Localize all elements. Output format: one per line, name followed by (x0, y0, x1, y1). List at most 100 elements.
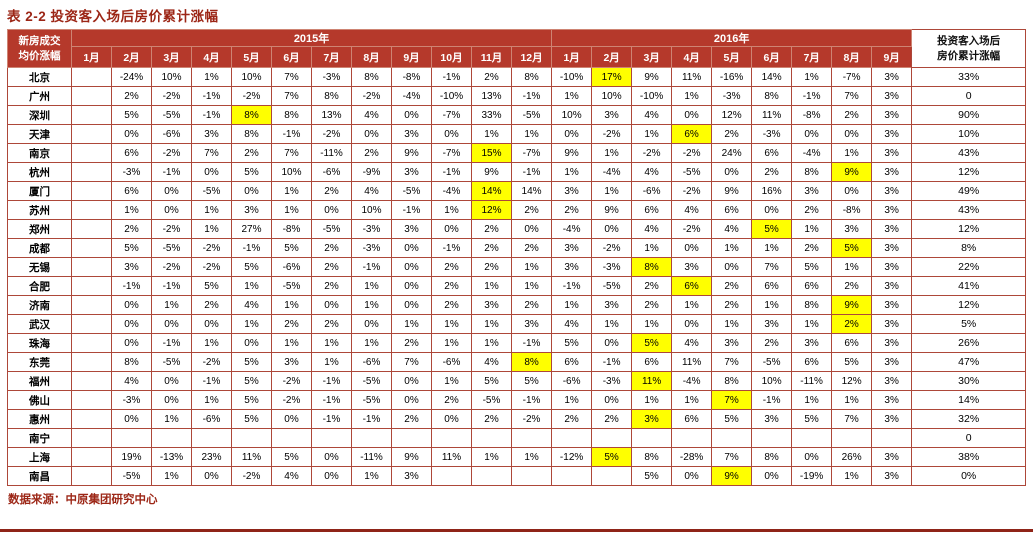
value-cell: 14% (510, 181, 553, 201)
value-cell: 5% (791, 257, 833, 277)
value-cell: 4% (471, 352, 512, 372)
value-cell: 2% (311, 257, 352, 277)
cumulative-cell: 33% (911, 67, 1027, 87)
value-cell: 2% (431, 257, 472, 277)
value-cell: -1% (151, 276, 192, 296)
month-header: 11月 (471, 46, 512, 68)
value-cell: 5% (271, 447, 312, 467)
city-name: 苏州 (7, 200, 72, 220)
cumulative-cell: 8% (911, 238, 1027, 258)
value-cell (311, 428, 352, 448)
value-cell: 0% (191, 162, 232, 182)
value-cell: 3% (871, 409, 913, 429)
value-cell: 4% (231, 295, 272, 315)
value-cell: 8% (271, 105, 312, 125)
value-cell: 2% (311, 276, 352, 296)
value-cell: 2% (791, 238, 833, 258)
value-cell (71, 105, 112, 125)
value-cell: 4% (111, 371, 152, 391)
value-cell: 1% (351, 333, 392, 353)
value-cell: -2% (271, 371, 312, 391)
value-cell: 4% (671, 333, 713, 353)
value-cell: 5% (231, 409, 272, 429)
value-cell: 1% (191, 219, 232, 239)
value-cell: -1% (351, 409, 392, 429)
value-cell: 0% (391, 390, 432, 410)
value-cell: 11% (671, 352, 713, 372)
value-cell: 5% (231, 162, 272, 182)
value-cell: 1% (831, 143, 873, 163)
value-cell: 1% (431, 333, 472, 353)
value-cell: -12% (551, 447, 593, 467)
value-cell: -1% (791, 86, 833, 106)
value-cell: 2% (591, 409, 633, 429)
month-header: 8月 (351, 46, 392, 68)
value-cell: 11% (431, 447, 472, 467)
table-row: 合肥 -1% -1% 5% 1% -5% 2% 1% 0% 2% 1% 1% -1% -5% 2% 6% 2% 6… (7, 276, 1027, 296)
value-cell: 2% (391, 409, 432, 429)
value-cell: 1% (791, 390, 833, 410)
value-cell: 0% (711, 257, 753, 277)
value-cell: 0% (111, 333, 152, 353)
month-header: 6月 (751, 46, 793, 68)
city-name: 郑州 (7, 219, 72, 239)
value-cell: -3% (591, 371, 633, 391)
value-cell: -1% (151, 162, 192, 182)
value-cell: 4% (351, 181, 392, 201)
value-cell: -4% (671, 371, 713, 391)
table-row: 东莞 8% -5% -2% 5% 3% 1% -6% 7% -6% 4% 8% 6% -1% 6% 11% 7%… (7, 352, 1027, 372)
value-cell: 0% (231, 333, 272, 353)
value-cell: 1% (151, 295, 192, 315)
value-cell: 7% (271, 86, 312, 106)
value-cell: 0% (551, 124, 593, 144)
value-cell (831, 428, 873, 448)
value-cell: -5% (151, 105, 192, 125)
value-cell: -2% (671, 219, 713, 239)
value-cell: 0% (751, 200, 793, 220)
value-cell: 2% (431, 276, 472, 296)
value-cell: -1% (351, 257, 392, 277)
value-cell (71, 86, 112, 106)
value-cell: -2% (311, 124, 352, 144)
value-cell: 0% (311, 200, 352, 220)
value-cell: 0% (431, 124, 472, 144)
value-cell: -16% (711, 67, 753, 87)
value-cell: 0% (391, 295, 432, 315)
value-cell: -4% (391, 86, 432, 106)
value-cell: 9% (471, 162, 512, 182)
investor-entry-cell: 7% (711, 390, 753, 410)
cumulative-cell: 0 (911, 428, 1027, 448)
table-row: 成都 5% -5% -2% -1% 5% 2% -3% 0% -1% 2% 2% 3% -2% 1% 0% 1%… (7, 238, 1027, 258)
value-cell: -3% (751, 124, 793, 144)
table-row: 北京 -24% 10% 1% 10% 7% -3% 8% -8% -1% 2% 8% -10% 17% 9%… (7, 67, 1027, 87)
value-cell: 1% (271, 333, 312, 353)
value-cell: 3% (711, 333, 753, 353)
investor-entry-cell: 9% (831, 295, 873, 315)
value-cell: 0% (391, 238, 432, 258)
value-cell: -3% (111, 162, 152, 182)
value-cell: 3% (391, 219, 432, 239)
value-cell: 0% (311, 447, 352, 467)
cumulative-header-line1: 投资客入场后 (937, 35, 1001, 48)
cumulative-cell: 43% (911, 143, 1027, 163)
value-cell (71, 428, 112, 448)
value-cell: 3% (231, 200, 272, 220)
value-cell: -2% (671, 143, 713, 163)
value-cell: 1% (551, 295, 593, 315)
value-cell (71, 295, 112, 315)
value-cell: -1% (431, 238, 472, 258)
value-cell: -9% (351, 162, 392, 182)
table-row: 苏州 1% 0% 1% 3% 1% 0% 10% -1% 1% 12% 2% 2% 9% 6% 4% 6% 0% 2… (7, 200, 1027, 220)
value-cell: -2% (631, 143, 673, 163)
value-cell: -1% (191, 86, 232, 106)
value-cell: -1% (431, 67, 472, 87)
value-cell: 1% (351, 276, 392, 296)
value-cell: -4% (431, 181, 472, 201)
value-cell: -1% (111, 276, 152, 296)
investor-entry-cell: 3% (631, 409, 673, 429)
month-header: 2月 (111, 46, 152, 68)
table-row: 佛山 -3% 0% 1% 5% -2% -1% -5% 0% 2% -5% -1% 1% 0% 1% 1% 7%… (7, 390, 1027, 410)
value-cell: 1% (831, 390, 873, 410)
cumulative-cell: 5% (911, 314, 1027, 334)
value-cell: 1% (671, 295, 713, 315)
